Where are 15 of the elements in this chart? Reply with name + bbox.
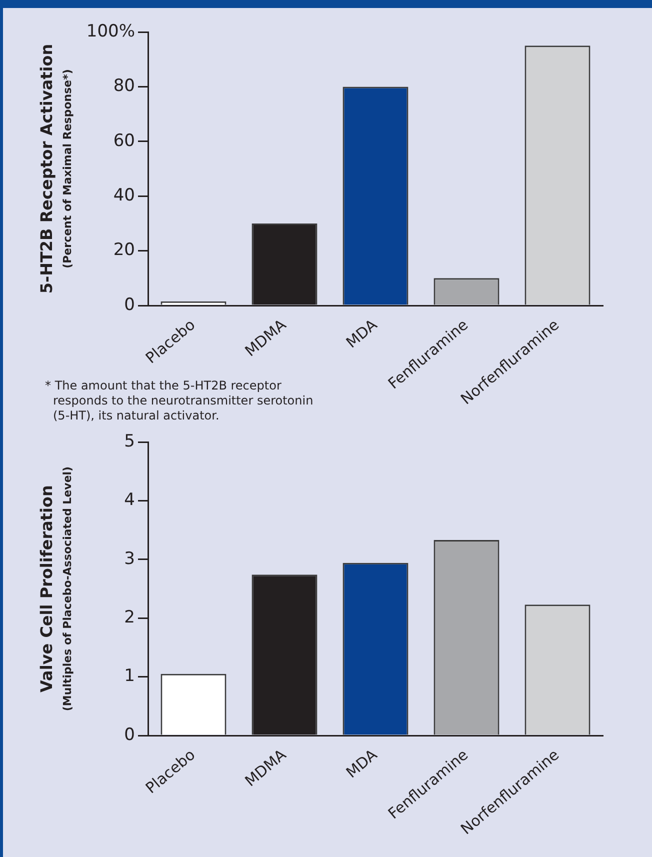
y-tick-label: 40 bbox=[113, 186, 135, 206]
y-tick-label: 0 bbox=[124, 294, 135, 315]
y-axis-title: 5-HT2B Receptor Activation (Percent of Maximal Response*) bbox=[37, 44, 74, 294]
y-tick-label: 60 bbox=[113, 130, 135, 151]
y-tick-label: 1 bbox=[124, 666, 135, 686]
y-tick-label: 5 bbox=[124, 431, 135, 452]
y-tick-label: 4 bbox=[124, 490, 135, 510]
y-tick-label: 100% bbox=[86, 21, 135, 42]
y-axis-title: Valve Cell Proliferation (Multiples of Placebo-Associated Level) bbox=[37, 466, 74, 712]
text: * The amount that the 5-HT2B receptor responds to the neurotransmitter serotonin (5-HT), its natural activator. bbox=[45, 378, 314, 423]
y-tick-label: 80 bbox=[113, 76, 135, 96]
y-tick-label: 2 bbox=[124, 608, 135, 628]
y-tick-label: 20 bbox=[113, 240, 135, 260]
y-tick-label: 3 bbox=[124, 548, 135, 569]
y-tick-label: 0 bbox=[124, 724, 135, 745]
